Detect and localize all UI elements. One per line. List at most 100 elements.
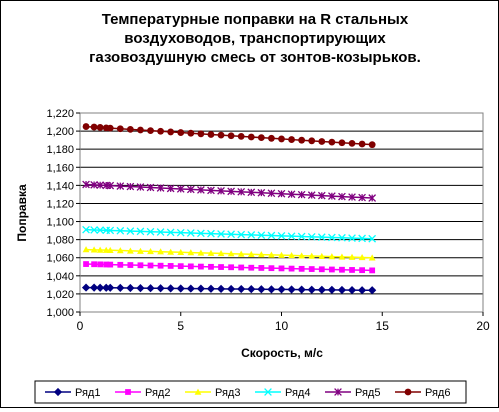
data-point <box>90 246 98 253</box>
data-point <box>187 263 194 270</box>
data-point <box>197 186 205 194</box>
data-point <box>368 254 376 261</box>
data-point <box>107 261 114 268</box>
data-point <box>348 139 356 147</box>
legend-box <box>34 380 467 404</box>
legend-label: Ряд4 <box>285 387 310 399</box>
data-point <box>268 265 275 272</box>
data-point <box>116 182 125 190</box>
data-point <box>82 180 90 189</box>
data-point <box>348 253 356 260</box>
data-point <box>96 283 105 292</box>
data-point <box>247 285 256 294</box>
data-point <box>368 234 377 243</box>
data-point <box>177 263 184 270</box>
series-line <box>86 183 373 199</box>
y-tick-label: 1,080 <box>46 235 74 247</box>
y-tick-label: 1,000 <box>46 307 74 319</box>
data-point <box>358 254 366 261</box>
data-point <box>317 191 326 200</box>
legend-label: Ряд2 <box>145 387 170 399</box>
y-tick-label: 1,100 <box>46 217 74 229</box>
data-point <box>334 388 342 396</box>
data-point <box>359 267 365 274</box>
data-point <box>156 284 165 293</box>
data-point <box>288 265 295 272</box>
data-point <box>357 286 367 295</box>
data-point <box>237 284 246 294</box>
legend-item: Ряд3 <box>185 387 240 399</box>
data-point <box>166 284 175 293</box>
y-tick-label: 1,220 <box>46 108 74 120</box>
y-tick-label: 1,180 <box>46 144 74 156</box>
data-point <box>207 131 215 138</box>
data-point <box>103 261 110 268</box>
data-point <box>194 388 202 395</box>
data-point <box>339 266 345 273</box>
data-point <box>186 284 195 293</box>
data-point <box>216 284 226 293</box>
data-point <box>327 285 336 295</box>
data-point <box>348 234 356 242</box>
data-point <box>177 248 185 256</box>
series-Ряд1 <box>81 283 377 295</box>
data-point <box>117 261 124 268</box>
data-point <box>248 264 255 271</box>
chart-title-line-3: газовоздушную смесь от зонтов-козырьков. <box>89 49 421 66</box>
data-point <box>157 127 165 135</box>
y-tick-label: 1,020 <box>46 289 74 301</box>
data-point <box>176 228 185 237</box>
data-point <box>82 123 90 130</box>
data-point <box>307 285 316 294</box>
data-point <box>268 251 275 258</box>
data-point <box>297 285 306 294</box>
data-point <box>106 283 115 292</box>
data-point <box>53 387 63 397</box>
x-tick-label: 20 <box>476 319 490 333</box>
series-Ряд6 <box>82 123 376 149</box>
data-point <box>247 188 256 197</box>
data-point <box>338 253 346 260</box>
data-point <box>106 226 115 235</box>
data-point <box>307 191 316 200</box>
data-point <box>207 229 215 238</box>
data-point <box>82 225 90 234</box>
data-point <box>196 284 206 293</box>
data-point <box>318 252 326 260</box>
data-point <box>227 187 235 196</box>
data-point <box>156 228 165 236</box>
data-point <box>106 246 114 253</box>
data-point <box>247 133 255 141</box>
data-point <box>277 285 286 294</box>
data-point <box>97 261 104 268</box>
data-point <box>96 226 105 234</box>
data-point <box>81 283 91 292</box>
data-point <box>348 193 356 201</box>
x-tick-label: 0 <box>77 319 84 333</box>
data-point <box>227 250 235 257</box>
y-axis-label: Поправка <box>15 184 29 242</box>
data-point <box>208 263 214 270</box>
legend-label: Ряд1 <box>75 387 100 399</box>
data-point <box>297 190 306 199</box>
data-point <box>358 140 366 148</box>
chart-title-line-2: воздуховодов, транспортирующих <box>124 30 386 47</box>
y-tick-label: 1,120 <box>46 198 74 210</box>
data-point <box>218 264 224 270</box>
data-point <box>277 189 286 198</box>
legend: Ряд1 Ряд2 Ряд3 Ряд4 Ряд5 Ряд6 <box>45 387 450 399</box>
data-point <box>368 286 377 295</box>
x-tick-label: 10 <box>275 319 289 333</box>
data-point <box>137 126 144 134</box>
data-point <box>106 124 114 132</box>
data-point <box>217 131 225 139</box>
data-point <box>328 233 336 242</box>
grid-lines <box>80 130 483 295</box>
data-point <box>167 263 174 269</box>
series-Ряд4 <box>82 225 377 243</box>
data-point <box>287 232 296 241</box>
data-point <box>96 124 104 131</box>
legend-label: Ряд5 <box>355 387 380 399</box>
